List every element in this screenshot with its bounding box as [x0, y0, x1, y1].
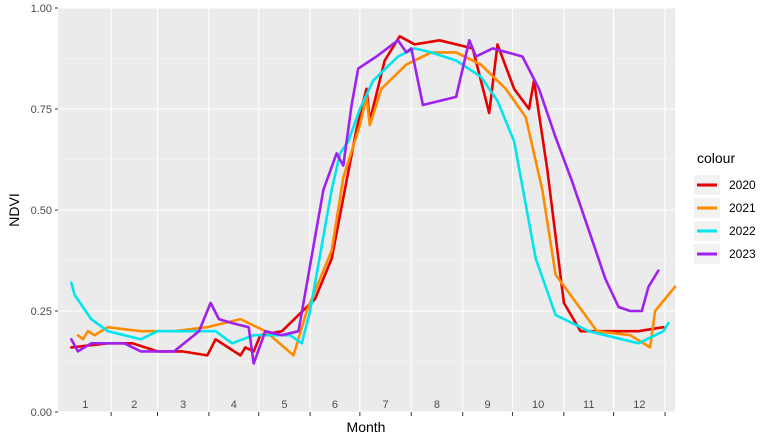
- legend: colour 2020 2021 2022 2023: [694, 150, 756, 264]
- y-axis: 0.00 0.25 0.50 0.75 1.00: [31, 3, 58, 419]
- legend-title: colour: [697, 150, 735, 166]
- month-label: 10: [532, 399, 544, 411]
- series-line-2023: [70, 39, 660, 365]
- y-tick-label: 0.50: [31, 205, 52, 217]
- month-label: 7: [383, 399, 389, 411]
- series-line-2022: [70, 47, 670, 345]
- y-tick-label: 1.00: [31, 3, 52, 15]
- legend-label-2021: 2021: [729, 201, 756, 215]
- legend-label-2023: 2023: [729, 247, 756, 261]
- x-axis: [110, 412, 666, 416]
- month-label: 12: [633, 399, 645, 411]
- x-axis-title: Month: [347, 419, 386, 435]
- y-axis-title: NDVI: [6, 193, 22, 226]
- month-label: 6: [332, 399, 338, 411]
- month-label: 8: [434, 399, 440, 411]
- month-label: 1: [82, 399, 88, 411]
- month-label: 11: [583, 399, 594, 411]
- legend-label-2020: 2020: [729, 178, 756, 192]
- major-grid: [58, 7, 675, 413]
- legend-label-2022: 2022: [729, 224, 756, 238]
- y-tick-label: 0.25: [31, 306, 52, 318]
- month-label: 3: [180, 399, 186, 411]
- month-label: 4: [231, 399, 237, 411]
- y-tick-label: 0.00: [31, 407, 52, 419]
- month-label: 9: [485, 399, 491, 411]
- month-labels: 1 2 3 4 5 6 7 8 9 10 11 12: [82, 399, 645, 411]
- series-layer: [70, 35, 677, 365]
- month-label: 5: [281, 399, 287, 411]
- minor-grid: [58, 58, 675, 362]
- y-tick-label: 0.75: [31, 104, 52, 116]
- month-label: 2: [131, 399, 137, 411]
